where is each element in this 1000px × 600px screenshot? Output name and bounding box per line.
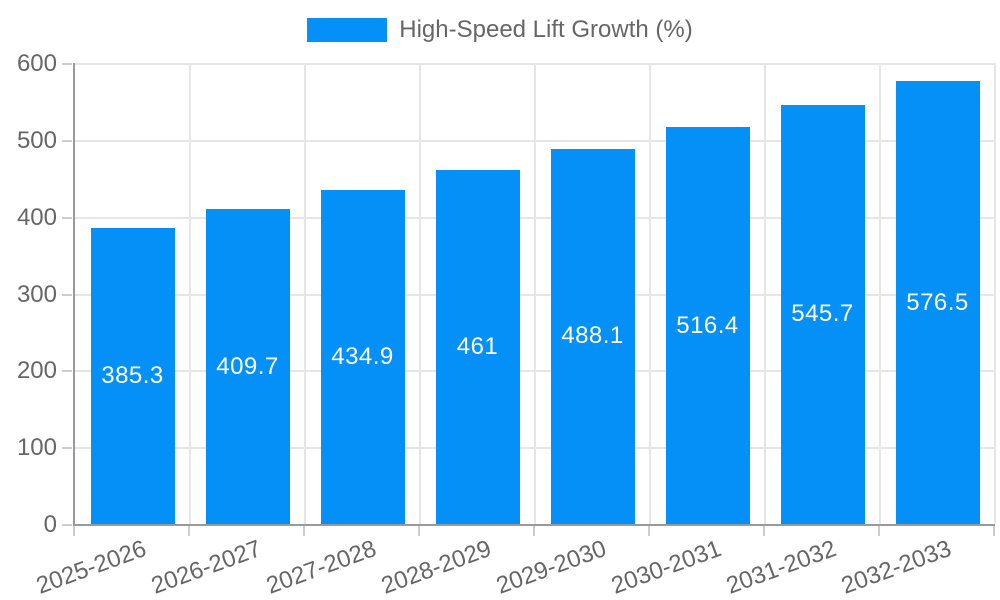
bar-value-label: 409.7 [216, 352, 279, 380]
bar-value-label: 516.4 [676, 311, 739, 339]
y-tick-label: 600 [16, 50, 57, 77]
v-gridline [879, 63, 881, 524]
legend-swatch [307, 18, 388, 42]
bar-value-label: 545.7 [791, 300, 854, 328]
bar[interactable]: 461 [435, 169, 520, 524]
y-tick-mark [62, 524, 72, 526]
v-gridline [419, 63, 421, 524]
y-tick-mark [62, 447, 72, 450]
x-tick-mark [993, 526, 995, 536]
legend[interactable]: High-Speed Lift Growth (%) [0, 16, 1000, 44]
plot-area: 385.3 409.7 434.9 461 488.1 516.4 545.7 576.5 [73, 63, 996, 526]
y-tick-mark [62, 63, 72, 65]
v-gridline [764, 63, 766, 524]
y-tick-mark [62, 370, 72, 373]
v-gridline [994, 63, 996, 524]
bar-value-label: 385.3 [101, 361, 164, 389]
y-tick-label: 400 [16, 203, 57, 231]
bar-value-label: 576.5 [906, 288, 969, 316]
x-tick-mark [533, 526, 535, 536]
y-tick-label: 500 [16, 126, 57, 154]
bar[interactable]: 385.3 [90, 227, 175, 524]
x-tick-mark [878, 526, 880, 536]
y-tick-mark [62, 216, 72, 219]
x-tick-mark [73, 526, 75, 536]
x-tick-mark [648, 526, 650, 536]
y-tick-label: 200 [16, 357, 57, 385]
bar[interactable]: 516.4 [665, 127, 750, 524]
v-gridline [649, 63, 651, 524]
x-tick-mark [188, 526, 190, 536]
y-tick-label: 0 [43, 511, 57, 538]
bar[interactable]: 576.5 [895, 81, 980, 524]
bar[interactable]: 434.9 [320, 189, 405, 524]
v-gridline [304, 63, 306, 524]
bar[interactable]: 488.1 [550, 148, 635, 524]
v-gridline [189, 63, 191, 524]
v-gridline [534, 63, 536, 524]
y-tick-label: 300 [16, 280, 57, 308]
legend-label: High-Speed Lift Growth (%) [399, 16, 693, 43]
y-tick-mark [62, 139, 72, 142]
x-tick-mark [418, 526, 420, 536]
y-tick-label: 100 [16, 434, 57, 462]
bar-value-label: 434.9 [331, 342, 394, 370]
x-tick-mark [763, 526, 765, 536]
x-tick-mark [303, 526, 305, 536]
bar-value-label: 488.1 [561, 322, 624, 350]
y-tick-mark [62, 293, 72, 296]
bar[interactable]: 545.7 [780, 104, 865, 524]
bar-value-label: 461 [456, 332, 499, 360]
bar[interactable]: 409.7 [205, 209, 290, 524]
